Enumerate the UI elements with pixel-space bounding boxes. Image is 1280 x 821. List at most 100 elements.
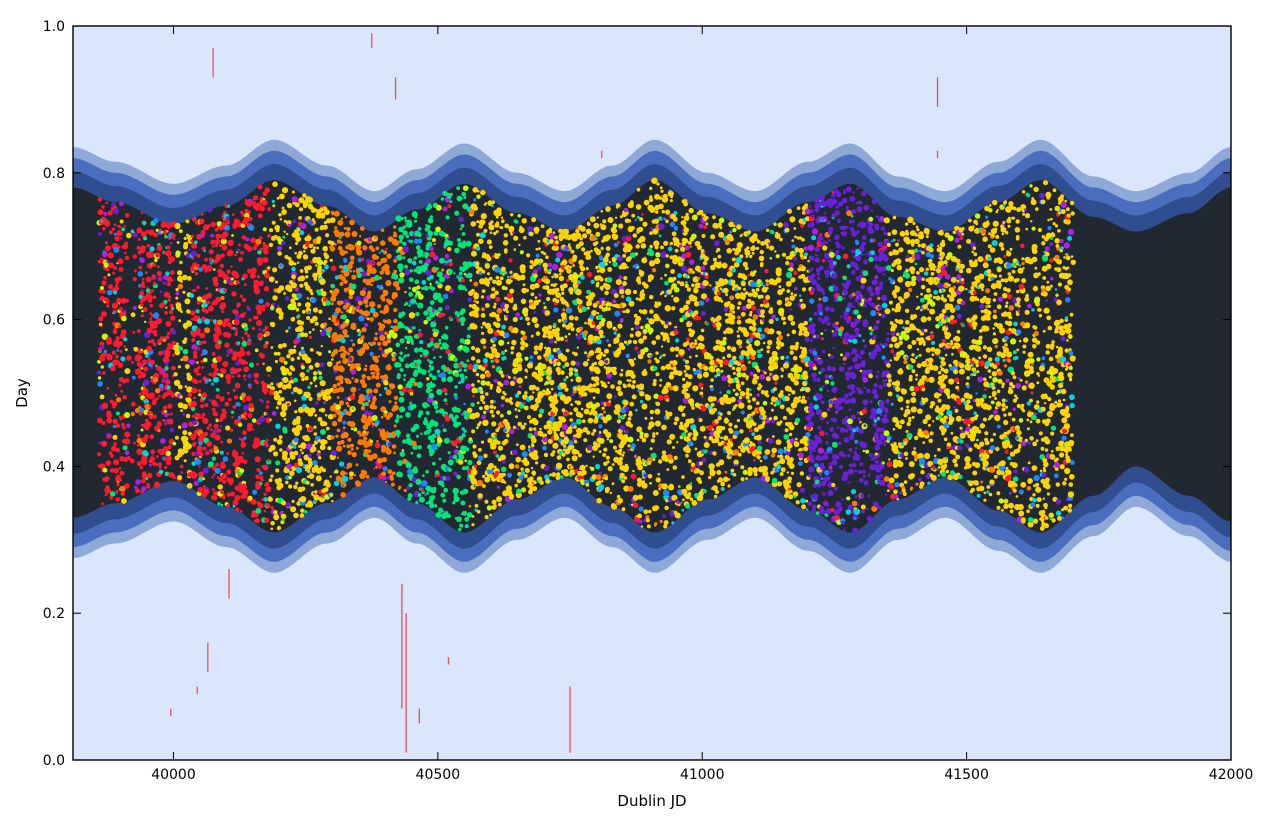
observation-point	[207, 224, 211, 228]
observation-point	[395, 342, 401, 348]
observation-point	[635, 297, 639, 301]
observation-point	[124, 213, 130, 218]
observation-point	[342, 444, 346, 448]
observation-point	[546, 330, 552, 336]
observation-point	[236, 341, 241, 345]
observation-point	[585, 228, 592, 235]
observation-point	[493, 406, 497, 410]
observation-point	[598, 437, 605, 444]
observation-point	[164, 410, 168, 413]
observation-point	[411, 403, 417, 409]
observation-point	[257, 213, 263, 219]
observation-point	[286, 232, 289, 236]
observation-point	[342, 426, 346, 430]
observation-point	[231, 291, 237, 297]
observation-point	[625, 308, 630, 314]
observation-point	[478, 447, 482, 452]
observation-point	[190, 310, 196, 316]
observation-point	[463, 429, 467, 433]
observation-point	[385, 364, 392, 371]
observation-point	[226, 452, 229, 455]
observation-point	[310, 446, 317, 452]
observation-point	[533, 273, 538, 279]
observation-point	[111, 401, 118, 407]
observation-point	[418, 496, 425, 503]
observation-point	[365, 474, 370, 479]
observation-point	[230, 326, 234, 330]
observation-point	[408, 483, 413, 488]
observation-point	[141, 284, 146, 289]
observation-point	[200, 212, 204, 216]
observation-point	[211, 382, 215, 386]
observation-point	[444, 392, 448, 396]
observation-point	[358, 330, 362, 334]
observation-point	[622, 302, 627, 308]
observation-point	[114, 393, 118, 397]
observation-point	[482, 345, 487, 349]
observation-point	[285, 468, 290, 473]
observation-point	[149, 312, 153, 315]
observation-point	[453, 272, 456, 275]
observation-point	[243, 312, 246, 315]
observation-point	[592, 428, 597, 433]
observation-point	[480, 313, 486, 318]
observation-point	[522, 401, 526, 405]
observation-point	[542, 302, 546, 305]
observation-point	[219, 373, 224, 378]
observation-point	[184, 298, 191, 305]
observation-point	[262, 191, 268, 197]
observation-point	[292, 316, 295, 320]
observation-point	[537, 355, 542, 360]
observation-point	[179, 260, 183, 265]
observation-point	[564, 246, 570, 251]
observation-point	[490, 220, 494, 224]
observation-point	[336, 396, 340, 399]
observation-point	[288, 475, 292, 480]
observation-point	[105, 460, 112, 466]
observation-point	[661, 424, 667, 431]
observation-point	[349, 219, 355, 226]
observation-point	[367, 290, 372, 295]
observation-point	[403, 373, 407, 377]
observation-point	[275, 460, 281, 466]
observation-point	[517, 409, 521, 412]
observation-point	[153, 218, 159, 224]
observation-point	[164, 366, 169, 371]
observation-point	[247, 334, 251, 338]
observation-point	[167, 403, 173, 409]
observation-point	[227, 318, 231, 321]
observation-point	[438, 341, 442, 345]
observation-point	[564, 335, 568, 338]
observation-point	[510, 351, 514, 355]
observation-point	[492, 279, 497, 284]
observation-point	[360, 406, 366, 411]
observation-point	[272, 302, 276, 306]
observation-point	[556, 422, 562, 428]
observation-point	[484, 202, 488, 205]
observation-point	[111, 350, 117, 355]
observation-point	[624, 406, 629, 411]
observation-point	[661, 320, 665, 325]
observation-point	[326, 331, 331, 336]
observation-point	[143, 379, 150, 386]
observation-point	[530, 334, 534, 338]
observation-point	[509, 493, 514, 499]
observation-point	[219, 425, 223, 428]
observation-point	[156, 245, 163, 252]
observation-point	[383, 380, 389, 386]
observation-point	[643, 432, 649, 438]
observation-point	[650, 416, 654, 420]
observation-point	[109, 453, 114, 458]
observation-point	[232, 224, 238, 230]
observation-point	[432, 461, 436, 466]
observation-point	[154, 258, 158, 263]
observation-point	[396, 286, 401, 291]
observation-point	[663, 520, 669, 526]
observation-point	[469, 279, 473, 282]
observation-point	[319, 444, 326, 451]
observation-point	[199, 452, 204, 457]
observation-point	[168, 309, 174, 315]
observation-point	[296, 292, 303, 299]
observation-point	[252, 246, 257, 251]
observation-point	[279, 356, 286, 363]
